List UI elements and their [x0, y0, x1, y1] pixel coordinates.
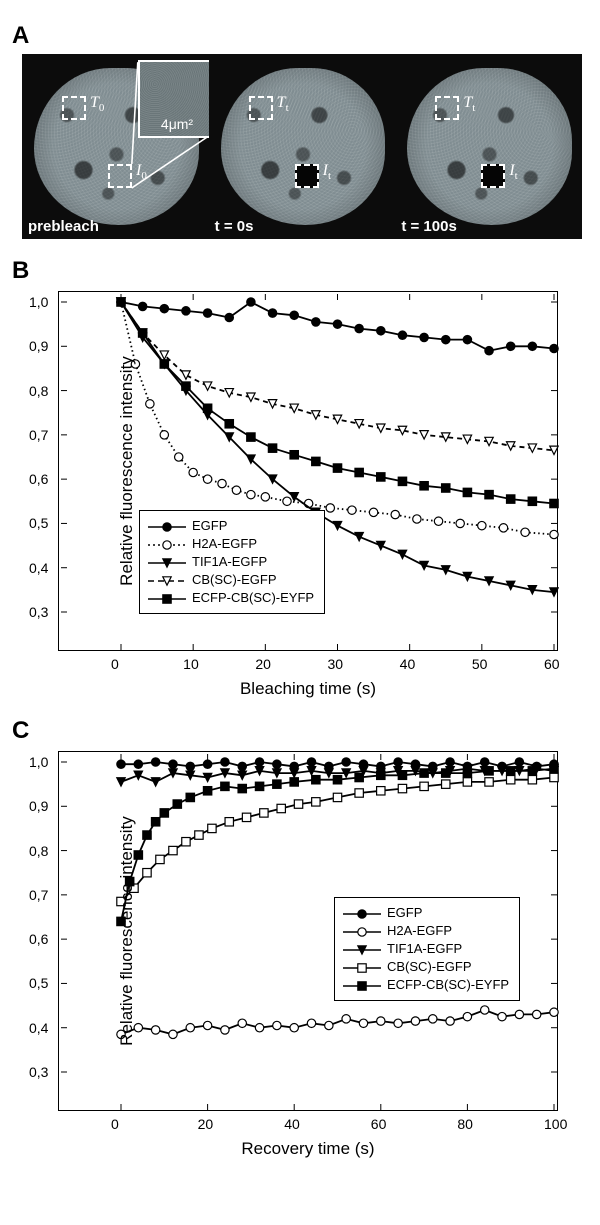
- legend-text: H2A-EGFP: [387, 922, 452, 940]
- legend-text: H2A-EGFP: [192, 535, 257, 553]
- ytick-label: 0,7: [29, 427, 51, 443]
- ytick-label: 0,3: [29, 1064, 51, 1080]
- ytick-label: 0,9: [29, 338, 51, 354]
- legend-item: EGFP: [148, 517, 314, 535]
- legend-text: EGFP: [387, 904, 422, 922]
- inset-caption: 4μm²: [161, 116, 193, 132]
- roi-T: [435, 96, 459, 120]
- x-axis-label: Recovery time (s): [58, 1139, 558, 1159]
- xtick-label: 40: [284, 1116, 300, 1132]
- legend: EGFPH2A-EGFPTIF1A-EGFPCB(SC)-EGFPECFP-CB…: [334, 897, 520, 1001]
- ytick-label: 1,0: [29, 754, 51, 770]
- microscopy-frame-1: Tt It t = 0s: [209, 54, 396, 239]
- legend-item: CB(SC)-EGFP: [343, 958, 509, 976]
- xtick-label: 0: [111, 656, 119, 672]
- xtick-label: 30: [328, 656, 344, 672]
- legend-item: ECFP-CB(SC)-EYFP: [148, 589, 314, 607]
- legend-item: H2A-EGFP: [148, 535, 314, 553]
- legend-text: TIF1A-EGFP: [192, 553, 267, 571]
- roi-T: [249, 96, 273, 120]
- xtick-label: 60: [544, 656, 560, 672]
- ytick-label: 0,3: [29, 604, 51, 620]
- legend-text: CB(SC)-EGFP: [387, 958, 472, 976]
- x-axis-label: Bleaching time (s): [58, 679, 558, 699]
- legend-swatch: [148, 538, 186, 550]
- ytick-label: 0,5: [29, 515, 51, 531]
- time-label: t = 0s: [215, 218, 254, 235]
- legend-swatch: [343, 961, 381, 973]
- legend-swatch: [148, 592, 186, 604]
- ytick-label: 0,6: [29, 931, 51, 947]
- y-axis-label: Relative fluorescence intensity: [117, 356, 137, 586]
- legend-item: TIF1A-EGFP: [148, 553, 314, 571]
- microscopy-frame-0: T0I0prebleach4μm²: [22, 54, 209, 239]
- ytick-label: 0,5: [29, 975, 51, 991]
- xtick-label: 0: [111, 1116, 119, 1132]
- time-label: t = 100s: [401, 218, 456, 235]
- panel-a-microscopy: T0I0prebleach4μm² Tt It t = 0s Tt It t = 100s: [22, 54, 582, 239]
- legend-item: EGFP: [343, 904, 509, 922]
- legend-item: CB(SC)-EGFP: [148, 571, 314, 589]
- ytick-label: 1,0: [29, 294, 51, 310]
- legend-text: EGFP: [192, 517, 227, 535]
- legend: EGFPH2A-EGFPTIF1A-EGFPCB(SC)-EGFPECFP-CB…: [139, 510, 325, 614]
- ytick-label: 0,8: [29, 383, 51, 399]
- microscopy-frame-2: Tt It t = 100s: [395, 54, 582, 239]
- xtick-label: 10: [183, 656, 199, 672]
- ytick-label: 0,4: [29, 1020, 51, 1036]
- legend-swatch: [343, 925, 381, 937]
- ytick-label: 0,4: [29, 560, 51, 576]
- roi-I: [481, 164, 505, 188]
- panel-a-label: A: [12, 22, 588, 50]
- y-axis-label: Relative fluorescence intensity: [117, 816, 137, 1046]
- panel-b-chart: 01020304050600,30,40,50,60,70,80,91,0EGF…: [22, 291, 522, 699]
- legend-text: ECFP-CB(SC)-EYFP: [192, 589, 314, 607]
- xtick-label: 50: [472, 656, 488, 672]
- xtick-label: 20: [255, 656, 271, 672]
- panel-c-label: C: [12, 717, 588, 745]
- legend-text: ECFP-CB(SC)-EYFP: [387, 976, 509, 994]
- legend-text: TIF1A-EGFP: [387, 940, 462, 958]
- xtick-label: 40: [400, 656, 416, 672]
- legend-item: ECFP-CB(SC)-EYFP: [343, 976, 509, 994]
- xtick-label: 60: [371, 1116, 387, 1132]
- roi-T-label: Tt: [463, 94, 475, 114]
- legend-swatch: [148, 574, 186, 586]
- legend-swatch: [343, 979, 381, 991]
- legend-swatch: [343, 907, 381, 919]
- ytick-label: 0,6: [29, 471, 51, 487]
- legend-item: H2A-EGFP: [343, 922, 509, 940]
- xtick-label: 80: [457, 1116, 473, 1132]
- ytick-label: 0,9: [29, 798, 51, 814]
- roi-I-label: It: [509, 162, 517, 182]
- legend-swatch: [148, 520, 186, 532]
- legend-swatch: [343, 943, 381, 955]
- roi-T-label: Tt: [277, 94, 289, 114]
- legend-item: TIF1A-EGFP: [343, 940, 509, 958]
- roi-I: [295, 164, 319, 188]
- inset-magnified: 4μm²: [138, 60, 209, 138]
- panel-b-label: B: [12, 257, 588, 285]
- xtick-label: 100: [544, 1116, 567, 1132]
- legend-swatch: [148, 556, 186, 568]
- panel-c-chart: 0204060801000,30,40,50,60,70,80,91,0EGFP…: [22, 751, 522, 1159]
- legend-text: CB(SC)-EGFP: [192, 571, 277, 589]
- xtick-label: 20: [198, 1116, 214, 1132]
- roi-I-label: It: [323, 162, 331, 182]
- ytick-label: 0,8: [29, 843, 51, 859]
- ytick-label: 0,7: [29, 887, 51, 903]
